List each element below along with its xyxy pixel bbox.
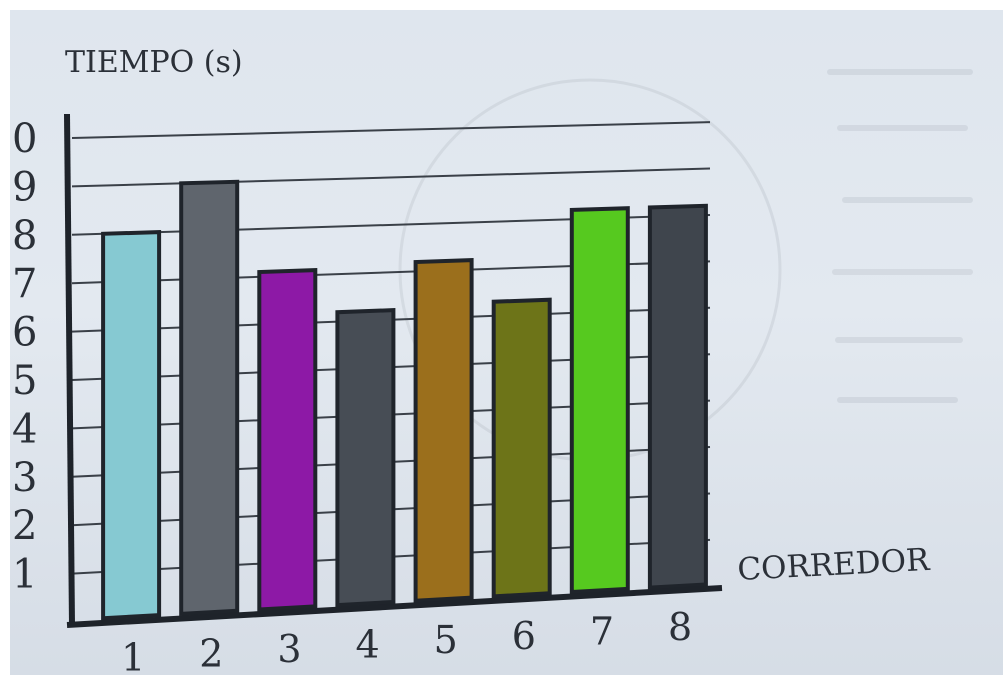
y-tick-label: 7: [12, 261, 37, 307]
bar-corredor-1: [101, 230, 162, 621]
bars: [101, 179, 708, 621]
x-axis-label: CORREDOR: [737, 542, 932, 588]
y-tick-label: 5: [12, 358, 37, 404]
x-tick-labels: 1 2 3 4 5 6 7 8: [121, 605, 692, 675]
bar-corredor-2: [179, 179, 240, 617]
x-tick-label: 6: [512, 614, 536, 658]
y-tick-label: 9: [12, 164, 37, 210]
y-axis-label: TIEMPO (s): [65, 45, 243, 80]
y-tick-label: 3: [12, 455, 37, 501]
bar-corredor-7: [569, 206, 630, 595]
y-tick-label: 4: [12, 406, 37, 452]
y-tick-label: 6: [12, 310, 37, 356]
y-tick-label: 2: [12, 503, 37, 549]
x-tick-label: 2: [199, 631, 223, 675]
grid-line: [71, 167, 711, 188]
x-tick-label: 8: [668, 605, 692, 649]
y-axis: [64, 113, 75, 626]
x-tick-label: 1: [121, 636, 145, 675]
bar-corredor-8: [647, 203, 708, 590]
grid-line: [71, 121, 711, 139]
bar-corredor-4: [335, 308, 396, 608]
bar-corredor-3: [257, 268, 318, 612]
x-tick-label: 4: [355, 623, 379, 667]
bar-corredor-6: [491, 297, 552, 599]
y-tick-label: 1: [12, 552, 37, 598]
x-tick-label: 7: [590, 609, 614, 653]
x-tick-label: 3: [277, 627, 301, 671]
y-tick-label: 8: [12, 213, 37, 259]
x-tick-label: 5: [434, 618, 458, 662]
y-tick-label: 0: [12, 116, 37, 162]
x-axis: [66, 585, 723, 628]
bleed-through-marks: [398, 69, 973, 462]
bar-corredor-5: [413, 258, 474, 603]
